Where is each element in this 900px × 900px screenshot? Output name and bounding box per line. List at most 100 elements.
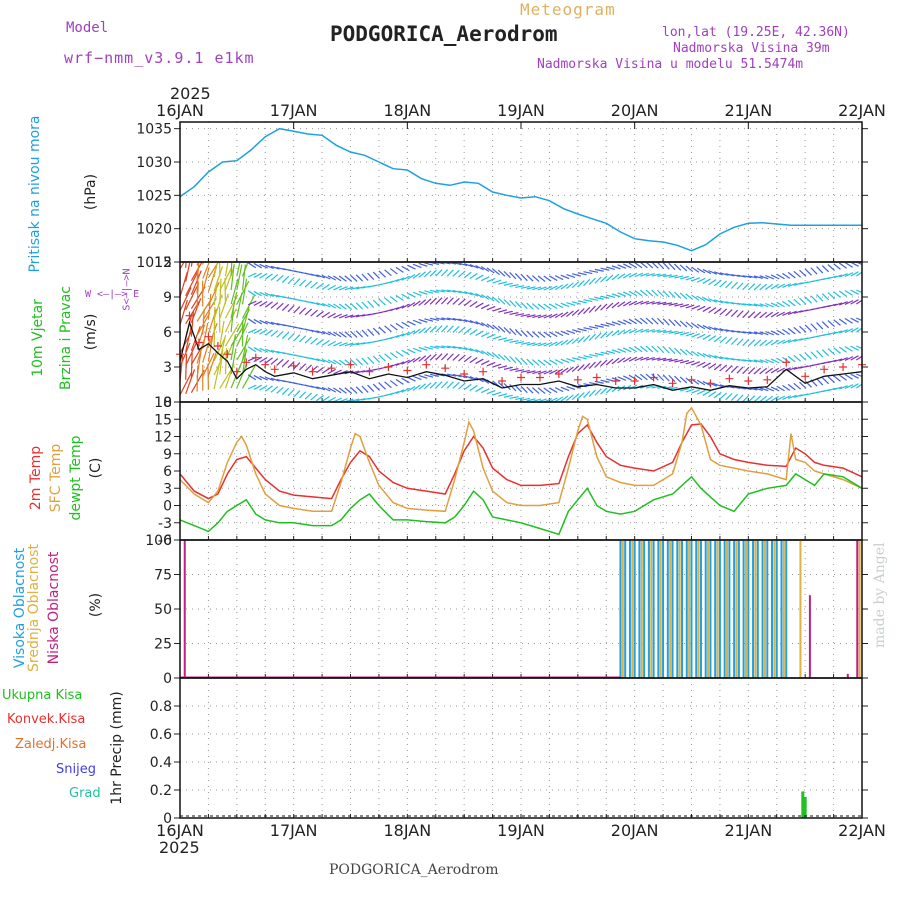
mid_cloud-bar <box>726 540 728 678</box>
wind-barb <box>282 332 288 338</box>
wind-barb <box>606 359 613 365</box>
wind-barb <box>834 264 841 270</box>
high_cloud-bar <box>686 540 688 678</box>
wind-barb <box>674 376 680 382</box>
wind-gust-marker <box>839 363 847 371</box>
wind-barb <box>498 338 507 340</box>
temp2m-line <box>180 424 862 499</box>
wind-barb <box>368 385 374 391</box>
panel-frame <box>180 678 862 818</box>
wind-barb <box>214 239 224 263</box>
wind-barb <box>453 354 460 360</box>
wind-barb <box>601 388 607 394</box>
wind-barb <box>453 298 460 304</box>
high_cloud-bar <box>709 540 711 678</box>
wind-barb <box>191 353 192 379</box>
wind-barb <box>839 291 846 296</box>
wind-barb <box>208 364 209 390</box>
high_cloud-bar <box>681 540 683 678</box>
y-tick-label: 75 <box>154 568 172 584</box>
wind-barb <box>578 337 584 343</box>
wind-barb <box>237 251 243 276</box>
wind-barb <box>731 310 737 316</box>
wind-barb <box>243 237 247 263</box>
wind-barb <box>379 271 386 277</box>
x-label-top: 17JAN <box>270 101 318 120</box>
wind-barb <box>476 331 484 336</box>
wind-barb <box>601 296 610 298</box>
wind-barb <box>470 330 477 335</box>
wind-barb <box>584 363 590 369</box>
wind-barb <box>453 382 460 388</box>
y-tick-label: 100 <box>145 533 172 549</box>
wind-barb <box>419 347 428 350</box>
wind-barb <box>817 267 823 273</box>
wind-barb <box>817 351 823 357</box>
mid_cloud-bar <box>859 540 861 678</box>
wind-barb <box>674 348 680 354</box>
wind-barb <box>584 391 590 397</box>
wind-barb <box>726 366 733 372</box>
meteogram-svg: 10151020102510301035036912-6-30369121518… <box>0 0 900 900</box>
wind-barb <box>493 353 500 359</box>
wind-barb <box>487 306 495 309</box>
wind-barb <box>441 298 447 304</box>
wind-barb <box>566 303 575 306</box>
wind-barb <box>788 328 795 333</box>
high_cloud-bar <box>634 540 636 678</box>
y-tick-label: 1025 <box>136 188 172 204</box>
wind-barb <box>322 312 330 317</box>
x-label-bottom: 16JAN <box>156 821 204 840</box>
wind-barb <box>805 353 811 359</box>
wind-barb <box>282 360 288 366</box>
wind-barb <box>504 395 513 397</box>
wind-barb <box>703 363 711 368</box>
wind-barb <box>390 353 397 358</box>
wind-gust-marker <box>384 363 392 371</box>
wind-barb <box>578 301 587 303</box>
wind-barb <box>601 276 607 282</box>
wind-barb <box>510 285 519 287</box>
wind-barb <box>726 394 733 400</box>
wind-gust-marker <box>403 367 411 375</box>
wind-barb <box>595 325 604 327</box>
wind-barb <box>504 367 513 369</box>
wind-barb <box>589 355 598 357</box>
wind-gust-marker <box>328 364 336 372</box>
wind-barb <box>294 391 300 397</box>
wind-barb <box>578 329 587 331</box>
mid_cloud-bar <box>622 540 624 678</box>
wind-barb <box>561 275 569 278</box>
wind-barb <box>368 357 374 363</box>
wind-barb <box>709 280 716 285</box>
wind-barb <box>481 277 489 281</box>
wind-barb <box>794 355 801 361</box>
wind-barb <box>191 241 195 267</box>
wind-barb <box>510 341 519 343</box>
wind-barb <box>839 375 846 380</box>
wind-barb <box>720 393 727 399</box>
wind-barb <box>743 339 749 345</box>
wind-barb <box>379 327 386 333</box>
wind-barb <box>504 355 510 361</box>
wind-barb <box>566 359 575 362</box>
wind-barb <box>373 272 379 278</box>
high_cloud-bar <box>672 540 674 678</box>
wind-barb <box>720 281 727 287</box>
low_cloud-bar <box>809 595 811 678</box>
wind-barb <box>396 267 403 272</box>
wind-barb <box>589 306 595 312</box>
y-tick-label: 25 <box>154 637 172 653</box>
wind-barb <box>748 368 754 374</box>
wind-barb <box>601 324 610 326</box>
low_cloud-bar <box>184 540 186 678</box>
x-label-top: 21JAN <box>724 101 772 120</box>
mid_cloud-bar <box>773 540 775 678</box>
wind-barb <box>271 331 278 337</box>
wind-barb <box>373 356 379 362</box>
wind-barb <box>214 252 220 277</box>
wind-barb <box>703 279 711 284</box>
wind-barb <box>578 273 587 275</box>
y-tick-label: 1035 <box>136 122 172 138</box>
high_cloud-bar <box>695 540 697 678</box>
